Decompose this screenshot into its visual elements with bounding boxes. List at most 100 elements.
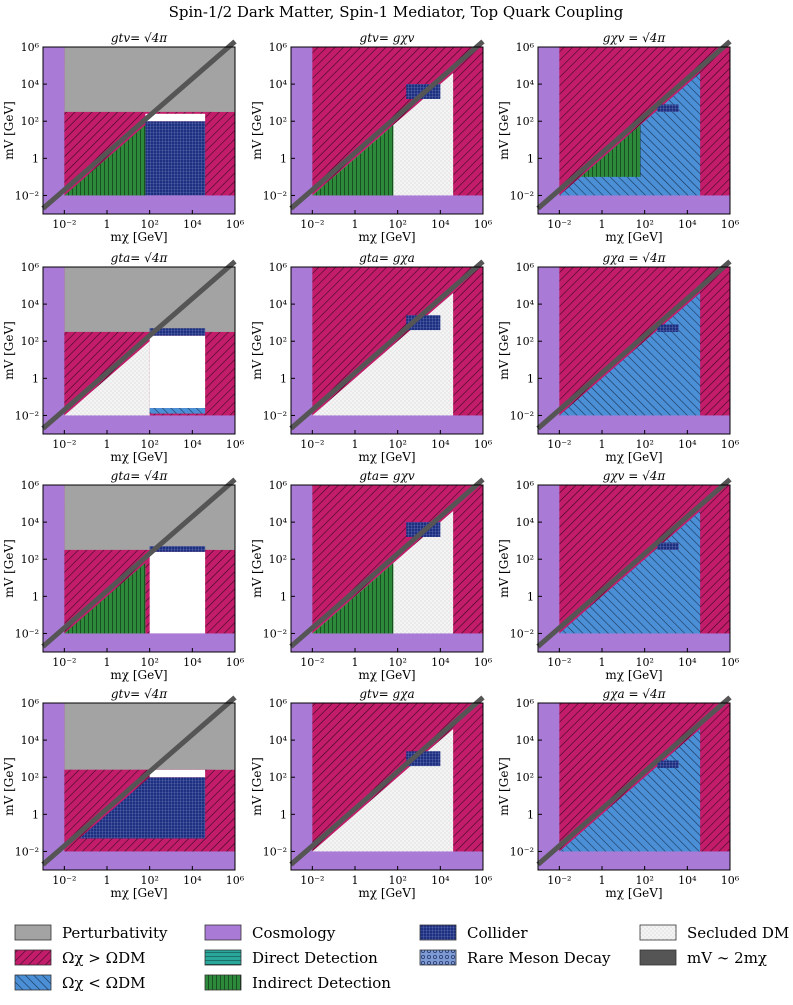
- x-tick-label: 10⁴: [431, 874, 450, 887]
- indirect-region: [64, 562, 146, 634]
- resonance-line: [41, 39, 237, 211]
- x-tick-label: 10⁴: [431, 218, 450, 231]
- x-tick-label: 10⁴: [183, 874, 202, 887]
- perturbativity-region: [64, 267, 235, 332]
- legend-label-indirect: Indirect Detection: [252, 974, 391, 992]
- legend-swatch-secluded: [639, 924, 677, 941]
- legend-label-perturbativity: Perturbativity: [62, 924, 168, 942]
- underabundant-region: [559, 72, 701, 196]
- x-tick-label: 1: [104, 218, 111, 231]
- panel-title: gtv= √4π: [111, 687, 168, 701]
- panel-title: gtv= √4π: [111, 31, 168, 45]
- cosmology-band-bottom: [538, 633, 730, 652]
- x-tick-label: 1: [599, 218, 606, 231]
- collider-region: [657, 542, 679, 550]
- y-axis-label: mV [GeV]: [2, 101, 16, 160]
- x-tick-label: 10²: [388, 874, 406, 887]
- resonance-line: [289, 695, 485, 867]
- secluded-region: [145, 113, 206, 122]
- y-tick-label: 10⁻²: [263, 845, 287, 858]
- x-tick-label: 1: [599, 874, 606, 887]
- legend-label-cosmology: Cosmology: [252, 924, 336, 942]
- x-tick-label: 10⁶: [474, 218, 493, 231]
- x-tick-label: 10²: [635, 874, 653, 887]
- y-tick-label: 10⁴: [21, 516, 40, 529]
- y-tick-label: 10⁶: [269, 479, 288, 492]
- panel-row2-col1: 10⁻² 10⁻² 1 1 10² 10² 10⁴ 10⁴ 10⁶ 10⁶ gta= √4π mχ […: [2, 251, 245, 464]
- panel-title: gta= gχa: [359, 251, 415, 265]
- y-tick-label: 10²: [516, 115, 534, 128]
- x-tick-label: 10²: [388, 656, 406, 669]
- x-tick-label: 10²: [635, 656, 653, 669]
- x-tick-label: 10⁻²: [547, 656, 571, 669]
- y-tick-label: 1: [280, 808, 287, 821]
- panel-title: gta= √4π: [111, 251, 169, 265]
- collider-region: [145, 121, 206, 196]
- plot-frame: [537, 484, 731, 653]
- x-tick-label: 10⁶: [721, 438, 740, 451]
- x-axis-label: mχ [GeV]: [358, 886, 415, 900]
- y-tick-label: 10⁻²: [263, 409, 287, 422]
- cosmology-band-bottom: [43, 415, 235, 434]
- y-tick-label: 10²: [21, 771, 39, 784]
- cosmology-band-left: [538, 485, 560, 652]
- resonance-line: [41, 259, 237, 431]
- y-axis-label: mV [GeV]: [250, 757, 264, 816]
- y-tick-label: 10²: [516, 553, 534, 566]
- plot-frame: [537, 46, 731, 215]
- x-tick-label: 10⁶: [226, 656, 245, 669]
- x-tick-label: 10⁴: [678, 438, 697, 451]
- y-axis-label: mV [GeV]: [2, 321, 16, 380]
- cosmology-band-left: [291, 47, 313, 214]
- x-tick-label: 10²: [140, 874, 158, 887]
- legend-swatch-overabundant: [14, 949, 52, 966]
- secluded-region: [149, 769, 206, 778]
- y-axis-label: mV [GeV]: [2, 539, 16, 598]
- x-tick-label: 10⁴: [431, 438, 450, 451]
- cosmology-band-bottom: [43, 195, 235, 214]
- cosmology-band-left: [538, 47, 560, 214]
- y-tick-label: 10⁻²: [510, 409, 534, 422]
- cosmology-band-left: [291, 267, 313, 434]
- cosmology-band-bottom: [538, 851, 730, 870]
- panel-title: gχv = √4π: [603, 31, 667, 45]
- y-axis-label: mV [GeV]: [497, 101, 511, 160]
- legend-swatch-collider: [419, 924, 457, 941]
- x-tick-label: 10⁶: [226, 874, 245, 887]
- y-tick-label: 1: [32, 152, 39, 165]
- y-tick-label: 10⁶: [516, 261, 535, 274]
- x-tick-label: 10²: [140, 438, 158, 451]
- x-tick-label: 10²: [388, 438, 406, 451]
- collider-region: [149, 546, 206, 552]
- plot-frame: [290, 484, 484, 653]
- resonance-line: [536, 477, 732, 649]
- resonance-line: [41, 695, 237, 867]
- resonance-line: [289, 259, 485, 431]
- y-tick-label: 10⁻²: [510, 189, 534, 202]
- y-tick-label: 10⁶: [21, 697, 40, 710]
- panel-row1-col1: 10⁻² 10⁻² 1 1 10² 10² 10⁴ 10⁴ 10⁶ 10⁶ gtv= √4π mχ […: [2, 31, 245, 244]
- x-tick-label: 10⁻²: [52, 218, 76, 231]
- x-tick-label: 10²: [388, 218, 406, 231]
- x-tick-label: 10⁻²: [52, 438, 76, 451]
- plot-frame: [42, 702, 236, 871]
- y-tick-label: 10²: [21, 553, 39, 566]
- x-axis-label: mχ [GeV]: [110, 886, 167, 900]
- x-tick-label: 10²: [635, 218, 653, 231]
- cosmology-band-left: [291, 485, 313, 652]
- legend-swatch-direct: [204, 949, 242, 966]
- y-tick-label: 10⁴: [516, 298, 535, 311]
- cosmology-band-bottom: [538, 195, 730, 214]
- y-axis-label: mV [GeV]: [2, 757, 16, 816]
- cosmology-band-bottom: [43, 851, 235, 870]
- figure-title: Spin-1/2 Dark Matter, Spin-1 Mediator, T…: [169, 3, 624, 21]
- underabundant-region: [559, 728, 701, 852]
- y-tick-label: 10⁴: [269, 734, 288, 747]
- cosmology-band-bottom: [291, 633, 483, 652]
- y-tick-label: 10⁻²: [263, 627, 287, 640]
- y-tick-label: 10⁶: [21, 261, 40, 274]
- x-tick-label: 10⁶: [721, 656, 740, 669]
- indirect-region: [312, 562, 394, 634]
- y-tick-label: 10⁶: [21, 41, 40, 54]
- x-tick-label: 10⁴: [183, 656, 202, 669]
